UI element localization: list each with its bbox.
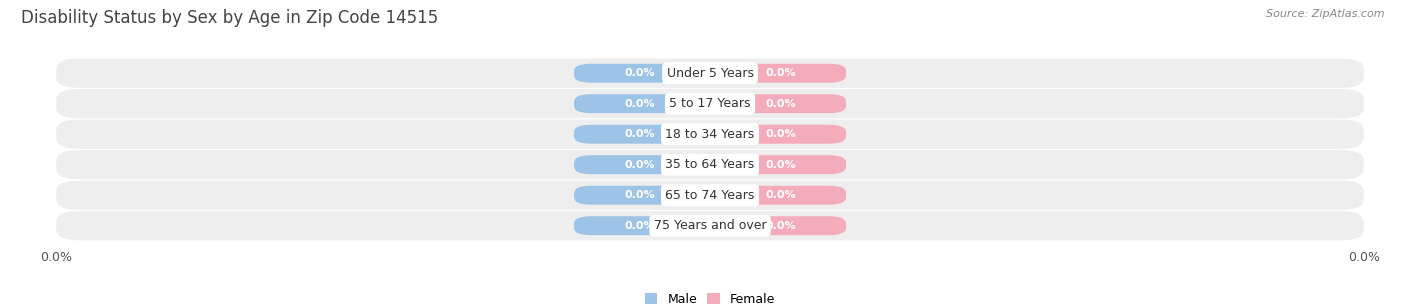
Text: Under 5 Years: Under 5 Years (666, 67, 754, 80)
FancyBboxPatch shape (574, 125, 704, 144)
FancyBboxPatch shape (716, 125, 846, 144)
Text: 0.0%: 0.0% (624, 190, 655, 200)
Text: 0.0%: 0.0% (765, 190, 796, 200)
FancyBboxPatch shape (716, 94, 846, 113)
FancyBboxPatch shape (56, 59, 1364, 88)
FancyBboxPatch shape (574, 216, 704, 235)
FancyBboxPatch shape (716, 216, 846, 235)
FancyBboxPatch shape (574, 64, 704, 83)
Text: 18 to 34 Years: 18 to 34 Years (665, 128, 755, 141)
Text: 0.0%: 0.0% (624, 221, 655, 231)
Text: 0.0%: 0.0% (624, 129, 655, 139)
FancyBboxPatch shape (56, 181, 1364, 210)
Text: Disability Status by Sex by Age in Zip Code 14515: Disability Status by Sex by Age in Zip C… (21, 9, 439, 27)
Legend: Male, Female: Male, Female (641, 289, 779, 305)
Text: 65 to 74 Years: 65 to 74 Years (665, 189, 755, 202)
Text: 5 to 17 Years: 5 to 17 Years (669, 97, 751, 110)
Text: 75 Years and over: 75 Years and over (654, 219, 766, 232)
FancyBboxPatch shape (716, 155, 846, 174)
Text: 0.0%: 0.0% (624, 68, 655, 78)
FancyBboxPatch shape (574, 94, 704, 113)
FancyBboxPatch shape (56, 150, 1364, 179)
Text: 0.0%: 0.0% (624, 99, 655, 109)
Text: 0.0%: 0.0% (765, 99, 796, 109)
Text: 0.0%: 0.0% (765, 129, 796, 139)
Text: 0.0%: 0.0% (765, 160, 796, 170)
Text: Source: ZipAtlas.com: Source: ZipAtlas.com (1267, 9, 1385, 19)
FancyBboxPatch shape (574, 186, 704, 205)
Text: 0.0%: 0.0% (765, 68, 796, 78)
FancyBboxPatch shape (574, 155, 704, 174)
Text: 0.0%: 0.0% (765, 221, 796, 231)
FancyBboxPatch shape (56, 120, 1364, 149)
FancyBboxPatch shape (56, 211, 1364, 240)
Text: 0.0%: 0.0% (624, 160, 655, 170)
FancyBboxPatch shape (716, 186, 846, 205)
FancyBboxPatch shape (56, 89, 1364, 118)
FancyBboxPatch shape (716, 64, 846, 83)
Text: 35 to 64 Years: 35 to 64 Years (665, 158, 755, 171)
